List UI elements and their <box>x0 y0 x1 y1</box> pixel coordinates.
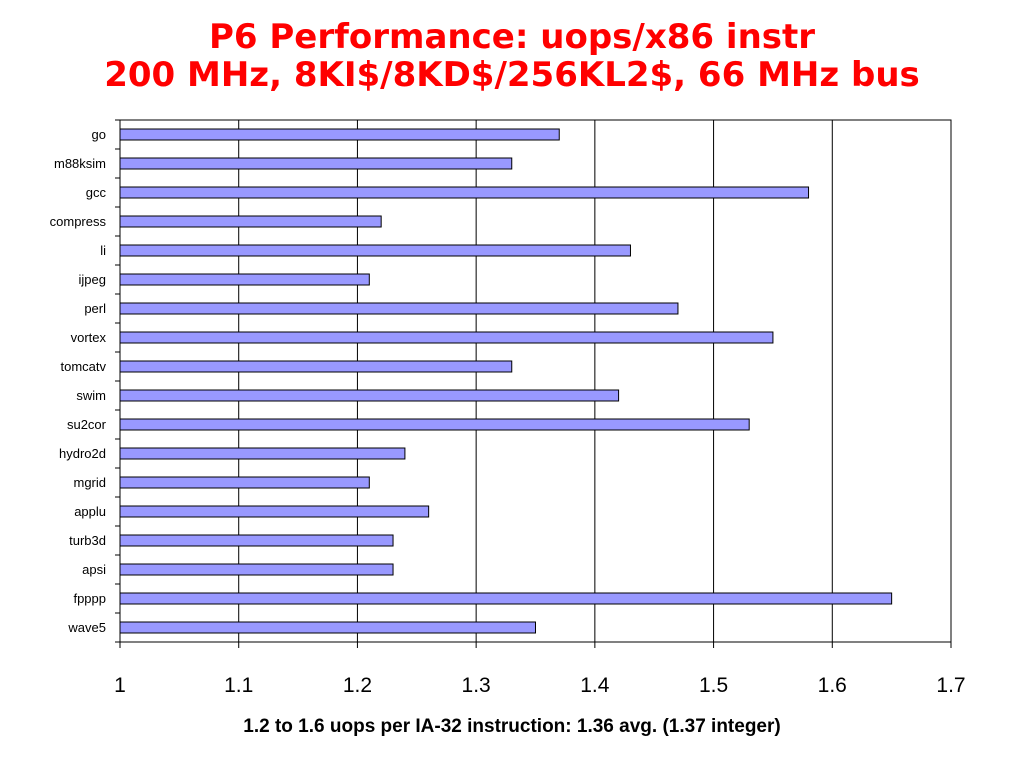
category-label: turb3d <box>69 533 106 548</box>
category-label: vortex <box>71 330 107 345</box>
category-label: su2cor <box>67 417 107 432</box>
category-label: li <box>100 243 106 258</box>
chart-caption: 1.2 to 1.6 uops per IA-32 instruction: 1… <box>243 716 781 737</box>
title-line-2: 200 MHz, 8KI$/8KD$/256KL2$, 66 MHz bus <box>104 55 920 95</box>
category-label: wave5 <box>67 620 106 635</box>
bar <box>119 244 631 257</box>
x-tick-label: 1.3 <box>462 674 491 697</box>
category-label: go <box>92 127 106 142</box>
x-tick-label: 1.1 <box>224 674 253 697</box>
bar <box>119 592 893 605</box>
bar <box>119 128 560 141</box>
category-label: compress <box>50 214 107 229</box>
bar <box>119 215 382 228</box>
bar <box>119 360 513 373</box>
category-label: perl <box>84 301 106 316</box>
bar <box>119 476 370 489</box>
bar <box>119 447 406 460</box>
bar <box>119 331 774 344</box>
x-tick-label: 1.7 <box>936 674 965 697</box>
category-label: fpppp <box>73 591 106 606</box>
category-label: hydro2d <box>59 446 106 461</box>
x-tick-label: 1.4 <box>580 674 610 697</box>
bar <box>119 302 679 315</box>
bar <box>119 621 536 634</box>
category-label: mgrid <box>73 475 106 490</box>
category-label: applu <box>74 504 106 519</box>
category-label: apsi <box>82 562 106 577</box>
x-tick-label: 1.2 <box>343 674 372 697</box>
x-tick-label: 1.5 <box>699 674 728 697</box>
slide-title: P6 Performance: uops/x86 instr 200 MHz, … <box>0 18 1024 94</box>
bar-chart: 1 1.1 1.2 1.3 1.4 1.5 1.6 1.7 go m88ksim gcc compre… <box>50 119 966 697</box>
bar <box>119 563 394 576</box>
category-label: m88ksim <box>54 156 106 171</box>
bar <box>119 186 810 199</box>
bar <box>119 273 370 286</box>
bar <box>119 157 513 170</box>
bar <box>119 534 394 547</box>
category-label: gcc <box>86 185 107 200</box>
category-label: ijpeg <box>79 272 106 287</box>
category-label: swim <box>76 388 106 403</box>
x-tick-label: 1.6 <box>818 674 847 697</box>
bar <box>119 505 430 518</box>
bar <box>119 389 620 402</box>
x-tick-label: 1 <box>114 674 126 697</box>
title-line-1: P6 Performance: uops/x86 instr <box>208 17 816 57</box>
bar <box>119 418 750 431</box>
category-label: tomcatv <box>60 359 106 374</box>
